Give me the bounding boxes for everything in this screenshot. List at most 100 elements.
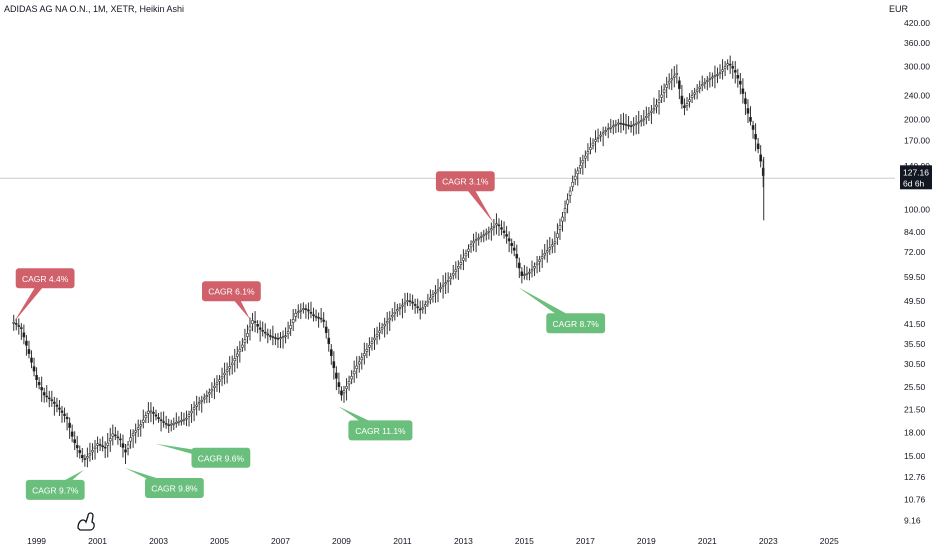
candle-body (42, 392, 46, 396)
candle-body (495, 223, 498, 226)
cagr-callout[interactable]: CAGR 9.6% (155, 443, 251, 468)
candle-body (78, 450, 82, 454)
candle-body (378, 330, 381, 333)
candle-body (744, 98, 747, 105)
cagr-callout[interactable]: CAGR 6.1% (202, 281, 261, 320)
candle-body (70, 431, 74, 437)
candle-body (175, 421, 178, 424)
candle-body (451, 273, 455, 276)
candle-body (599, 134, 602, 137)
candle-body (457, 266, 460, 269)
candle-body (482, 234, 486, 237)
candle-body (507, 238, 511, 242)
x-tick-label: 1999 (27, 536, 46, 546)
callout-box (25, 479, 85, 500)
candle-body (731, 66, 735, 69)
y-tick-label: 21.50 (904, 404, 926, 414)
candle-body (515, 253, 519, 259)
y-tick-label: 10.76 (904, 494, 926, 504)
candle-body (60, 410, 64, 413)
callout-label: CAGR 3.1% (442, 177, 489, 187)
candle-body (159, 419, 163, 421)
candle-body (680, 95, 684, 105)
candle-body (512, 247, 516, 251)
candle-body (319, 317, 323, 320)
candle-body (396, 309, 399, 312)
callout-box (202, 281, 261, 302)
tradingview-dino-icon[interactable] (77, 512, 95, 531)
candle-body (657, 99, 661, 103)
cagr-callout[interactable]: CAGR 3.1% (435, 171, 495, 224)
candle-body (195, 404, 198, 407)
cagr-callout[interactable]: CAGR 9.7% (25, 469, 85, 500)
candle-body (40, 387, 43, 391)
candle-body (373, 337, 376, 341)
candle-body (688, 99, 691, 102)
candle-body (586, 151, 590, 155)
y-tick-label: 200.00 (904, 114, 930, 124)
candle-body (446, 280, 450, 282)
candle-body (591, 142, 595, 146)
candle-body (477, 237, 480, 240)
candle-body (180, 420, 183, 422)
candle-body (556, 233, 559, 238)
candles-layer (12, 55, 765, 468)
candle-body (660, 94, 663, 98)
candle-body (711, 76, 714, 79)
x-tick-label: 2005 (210, 536, 229, 546)
candle-body (269, 335, 272, 337)
candle-body (672, 75, 676, 78)
candle-body (144, 415, 148, 419)
candle-body (441, 284, 445, 287)
callout-box (546, 313, 606, 334)
candle-body (121, 443, 125, 448)
candle-body (667, 80, 671, 84)
candle-body (246, 333, 249, 337)
candle-body (632, 124, 635, 127)
candle-body (594, 139, 597, 142)
candle-body (108, 438, 112, 442)
cagr-callout[interactable]: CAGR 9.8% (125, 467, 204, 498)
candle-body (20, 327, 23, 329)
x-tick-label: 2009 (332, 536, 351, 546)
candle-body (406, 300, 409, 302)
cagr-callout[interactable]: CAGR 4.4% (13, 268, 75, 323)
y-axis: 9.16 10.76 12.76 15.00 18.00 21.50 25.50 30.50 3… (904, 18, 930, 525)
candle-body (370, 341, 374, 344)
candle-body (429, 297, 432, 300)
callout-label: CAGR 9.7% (32, 485, 79, 495)
candle-body (152, 411, 155, 414)
candle-body (474, 239, 478, 241)
candle-body (533, 266, 536, 269)
candle-body (312, 314, 315, 317)
candle-body (279, 337, 282, 339)
candle-body (462, 257, 465, 261)
callout-label: CAGR 11.1% (355, 426, 406, 436)
candle-body (497, 224, 501, 227)
cagr-callout[interactable]: CAGR 11.1% (338, 406, 413, 441)
x-tick-label: 2023 (759, 536, 778, 546)
candle-body (111, 433, 115, 437)
candle-body (55, 404, 59, 407)
x-tick-label: 2015 (515, 536, 534, 546)
candle-body (695, 89, 699, 92)
candle-body (749, 116, 752, 122)
candle-body (284, 335, 287, 338)
candle-body (408, 300, 412, 303)
candle-body (63, 413, 66, 416)
cagr-callout[interactable]: CAGR 8.7% (518, 287, 606, 334)
candle-body (472, 240, 475, 244)
candle-body (637, 121, 641, 124)
candle-body (75, 445, 79, 449)
candle-body (518, 262, 521, 269)
y-tick-label: 84.00 (904, 227, 926, 237)
candle-body (718, 72, 722, 75)
candle-body (147, 410, 150, 414)
candle-body (352, 370, 356, 375)
y-tick-label: 59.50 (904, 272, 926, 282)
y-tick-label: 35.50 (904, 339, 926, 349)
candle-body (327, 337, 331, 345)
candle-body (190, 410, 193, 414)
